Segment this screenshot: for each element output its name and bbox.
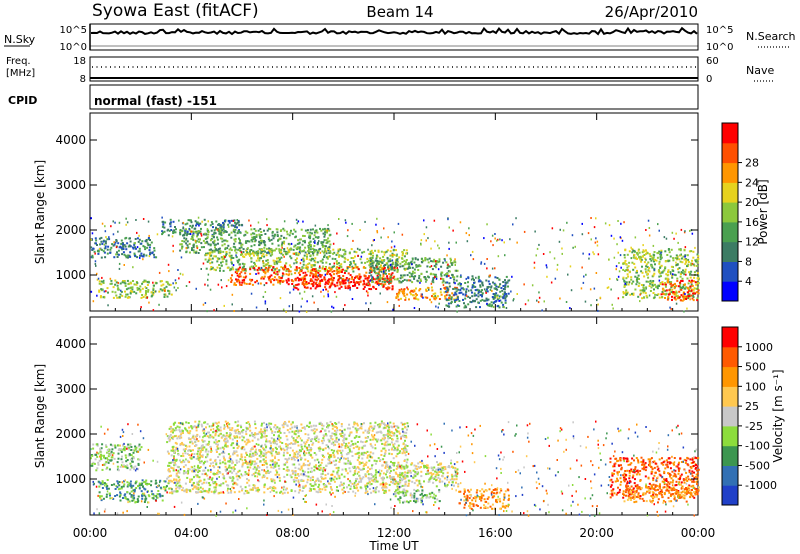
date-title: 26/Apr/2010	[605, 3, 698, 21]
colorbar-tick-label: 4	[745, 275, 752, 288]
colorbar-swatch	[722, 281, 738, 302]
velocity-region	[458, 488, 510, 510]
power-region	[98, 279, 173, 299]
y-tick-label: 2000	[55, 223, 86, 237]
power-region	[444, 275, 510, 309]
beam-title: Beam 14	[366, 3, 433, 21]
x-tick-label: 20:00	[579, 526, 614, 540]
colorbar-swatch	[722, 202, 738, 223]
noise-tick-right-top: 10^5	[706, 25, 733, 36]
colorbar-tick-label: -25	[745, 420, 763, 433]
colorbar-tick-label: -500	[745, 459, 770, 472]
colorbar-swatch	[722, 425, 738, 447]
noise-search-label: N.Search	[746, 30, 796, 43]
colorbar-swatch	[722, 182, 738, 203]
x-tick-label: 00:00	[681, 526, 716, 540]
colorbar-swatch	[722, 465, 738, 486]
noise-tick-right-bottom: 10^0	[706, 42, 733, 53]
x-axis-label: Time UT	[368, 539, 419, 553]
y-tick-label: 3000	[55, 178, 86, 192]
x-tick-label: 16:00	[478, 526, 513, 540]
y-tick-label: 2000	[55, 427, 86, 441]
colorbar-swatch	[722, 366, 738, 387]
colorbar-tick-label: 1000	[745, 341, 773, 354]
colorbar-swatch	[722, 261, 738, 282]
power-axes: 1000 2000 3000 4000	[55, 113, 699, 311]
freq-label-line1: Freq.	[6, 56, 31, 67]
freq-tick-left-bottom: 8	[80, 74, 86, 85]
power-region	[90, 236, 158, 259]
velocity-region	[394, 488, 441, 504]
nave-tick-right-top: 60	[706, 56, 719, 67]
velocity-colorbar-label: Velocity [m s⁻¹]	[771, 369, 785, 462]
velocity-axes: 00:00 04:00 08:00 12:00 16:00 20:00 00:00 1000 2…	[55, 317, 715, 540]
noise-tick-left-top: 10^5	[60, 25, 87, 36]
noise-sky-line	[90, 26, 698, 36]
velocity-region	[90, 443, 143, 472]
colorbar-tick-label: 20	[745, 196, 759, 209]
velocity-region	[382, 461, 460, 488]
y-tick-label: 3000	[55, 382, 86, 396]
velocity-ylabel: Slant Range [km]	[33, 364, 47, 468]
y-tick-label: 4000	[55, 337, 86, 351]
colorbar-tick-label: 100	[745, 380, 766, 393]
colorbar-tick-label: 24	[745, 176, 759, 189]
power-ylabel: Slant Range [km]	[33, 160, 47, 264]
colorbar-tick-label: 8	[745, 255, 752, 268]
power-colorbar: 4 8 12 16 20 24 28	[721, 122, 759, 302]
velocity-region	[97, 479, 168, 504]
colorbar-swatch	[722, 346, 738, 368]
noise-tick-left-bottom: 10^0	[60, 42, 87, 53]
nave-label: Nave	[746, 64, 774, 77]
velocity-region	[166, 420, 409, 495]
frequency-panel: Freq. [MHz] 18 8 60 0 Nave	[6, 56, 774, 85]
colorbar-swatch	[722, 142, 738, 164]
colorbar-swatch	[722, 241, 738, 262]
velocity-colorbar: 1000 500 100 25 -25 -100 -500 -1000	[721, 326, 777, 506]
colorbar-swatch	[722, 162, 738, 183]
x-tick-label: 00:00	[73, 526, 108, 540]
power-region	[293, 275, 396, 291]
cpid-label: CPID	[8, 94, 37, 107]
colorbar-swatch	[722, 485, 738, 506]
colorbar-tick-label: -100	[745, 440, 770, 453]
y-tick-label: 1000	[55, 472, 86, 486]
colorbar-tick-label: 500	[745, 361, 766, 374]
power-colorbar-label: Power [dB]	[756, 179, 770, 244]
colorbar-tick-label: 28	[745, 157, 759, 170]
colorbar-tick-label: 16	[745, 216, 759, 229]
power-panel: 1000 2000 3000 4000 Slant Range [km] 4 8 12 16…	[33, 112, 770, 313]
y-tick-label: 1000	[55, 268, 86, 282]
velocity-region	[622, 483, 700, 504]
noise-panel: N.Sky 10^5 10^0 10^5 10^0 N.Search	[4, 23, 796, 53]
colorbar-swatch	[722, 406, 738, 427]
power-region	[179, 227, 332, 255]
freq-tick-left-top: 18	[73, 56, 86, 67]
station-title: Syowa East (fitACF)	[92, 1, 259, 21]
colorbar-swatch	[722, 327, 738, 348]
cpid-mode: normal (fast) -151	[94, 94, 217, 108]
colorbar-swatch	[722, 386, 738, 407]
cpid-panel	[89, 84, 699, 110]
velocity-scatter	[90, 420, 699, 517]
colorbar-tick-label: 12	[745, 236, 759, 249]
y-tick-label: 4000	[55, 133, 86, 147]
colorbar-tick-label: 25	[745, 400, 759, 413]
noise-sky-label: N.Sky	[4, 33, 36, 46]
colorbar-swatch	[722, 445, 738, 466]
x-tick-label: 12:00	[377, 526, 412, 540]
power-region	[660, 279, 700, 302]
power-data	[90, 216, 700, 313]
velocity-panel: 00:00 04:00 08:00 12:00 16:00 20:00 00:00 1000 2…	[33, 316, 785, 553]
velocity-data	[90, 420, 700, 517]
x-tick-label: 04:00	[174, 526, 209, 540]
colorbar-swatch	[722, 123, 738, 144]
x-tick-label: 08:00	[275, 526, 310, 540]
freq-label-line2: [MHz]	[6, 68, 35, 79]
colorbar-swatch	[722, 221, 738, 243]
colorbar-tick-label: -1000	[745, 479, 777, 492]
nave-tick-right-bottom: 0	[706, 74, 712, 85]
